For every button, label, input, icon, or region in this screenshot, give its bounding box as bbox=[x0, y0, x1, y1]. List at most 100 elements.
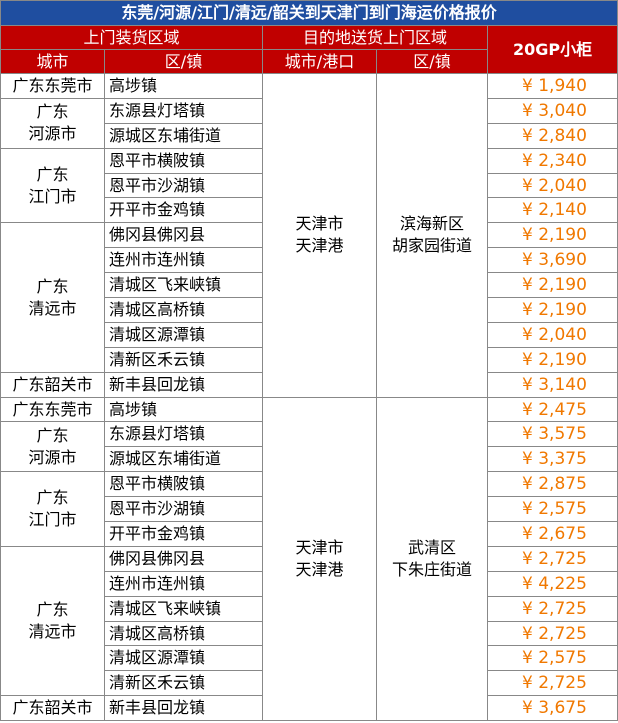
price-cell: ¥ 2,340 bbox=[486, 147, 618, 174]
city-cell: 广东 河源市 bbox=[0, 421, 105, 473]
district-cell: 清城区飞来峡镇 bbox=[104, 595, 263, 622]
price-cell: ¥ 2,675 bbox=[486, 521, 618, 547]
dest-district-line: 武清区 bbox=[407, 537, 456, 557]
dest-city-line: 天津港 bbox=[295, 236, 344, 256]
price-cell: ¥ 2,725 bbox=[486, 595, 618, 622]
price-cell: ¥ 2,475 bbox=[486, 396, 618, 423]
city-line: 江门市 bbox=[28, 186, 77, 206]
district-cell: 清新区禾云镇 bbox=[104, 670, 263, 697]
district-cell: 源城区东埔街道 bbox=[104, 446, 263, 473]
district-cell: 恩平市沙湖镇 bbox=[104, 496, 263, 523]
price-header: 20GP小柜 bbox=[486, 25, 618, 74]
district-cell: 恩平市横陂镇 bbox=[104, 147, 263, 174]
table-row: 广东 清远市 佛冈县佛冈县 ¥ 2,190 bbox=[0, 222, 618, 373]
table-row: 清新区禾云镇 ¥ 2,725 bbox=[1, 670, 618, 697]
district-cell: 开平市金鸡镇 bbox=[104, 197, 263, 224]
district-cell: 清城区高桥镇 bbox=[104, 297, 263, 323]
table-row: 恩平市沙湖镇 ¥ 2,575 bbox=[1, 496, 618, 523]
table-row: 清城区高桥镇 ¥ 2,190 bbox=[1, 297, 618, 323]
district-cell: 恩平市横陂镇 bbox=[104, 471, 263, 498]
price-cell: ¥ 2,040 bbox=[486, 172, 618, 199]
city-cell: 广东 清远市 bbox=[0, 545, 105, 697]
district-header: 区/镇 bbox=[104, 49, 263, 74]
dest-district-line: 滨海新区 bbox=[399, 214, 464, 234]
district-cell: 新丰县回龙镇 bbox=[104, 371, 263, 398]
price-cell: ¥ 1,940 bbox=[486, 73, 618, 99]
price-cell: ¥ 3,140 bbox=[486, 371, 618, 398]
city-line: 广东东莞市 bbox=[12, 75, 93, 95]
district-cell: 恩平市沙湖镇 bbox=[104, 172, 263, 199]
price-cell: ¥ 3,575 bbox=[486, 421, 618, 448]
price-cell: ¥ 2,140 bbox=[486, 197, 618, 224]
table-row: 广东东莞市 高埗镇 天津市 天津港 滨海新区 胡家园街道 ¥ 1,940 bbox=[0, 73, 618, 398]
district-cell: 东源县灯塔镇 bbox=[104, 97, 263, 124]
city-line: 广东 bbox=[36, 276, 69, 296]
table-row: 清城区飞来峡镇 ¥ 2,190 bbox=[1, 272, 618, 299]
dest-district-cell: 武清区 下朱庄街道 bbox=[376, 396, 488, 722]
city-line: 广东 bbox=[36, 425, 69, 445]
dest-city-line: 天津市 bbox=[295, 537, 344, 557]
district-cell: 连州市连州镇 bbox=[104, 570, 263, 597]
price-cell: ¥ 2,190 bbox=[486, 346, 618, 373]
price-cell: ¥ 2,725 bbox=[486, 545, 618, 572]
table-row: 连州市连州镇 ¥ 3,690 bbox=[1, 247, 618, 274]
price-cell: ¥ 2,725 bbox=[486, 670, 618, 697]
table-row: 源城区东埔街道 ¥ 2,840 bbox=[1, 122, 618, 149]
table-row: 开平市金鸡镇 ¥ 2,675 bbox=[1, 521, 618, 547]
title: 东莞/河源/江门/清远/韶关到天津门到门海运价格报价 bbox=[0, 0, 618, 26]
city-cell: 广东 江门市 bbox=[0, 471, 105, 547]
district-cell: 高埗镇 bbox=[104, 396, 263, 423]
dest-city-cell: 天津市 天津港 bbox=[262, 73, 377, 398]
price-cell: ¥ 2,190 bbox=[486, 297, 618, 323]
city-cell: 广东东莞市 bbox=[0, 396, 105, 423]
table-row: 清新区禾云镇 ¥ 2,190 bbox=[1, 346, 618, 373]
city-line: 广东 bbox=[36, 102, 69, 122]
city-cell: 广东韶关市 bbox=[0, 695, 105, 722]
dest-city-line: 天津市 bbox=[295, 214, 344, 234]
city-line: 清远市 bbox=[28, 622, 77, 642]
price-cell: ¥ 3,040 bbox=[486, 97, 618, 124]
city-cell: 广东 河源市 bbox=[0, 97, 105, 149]
price-cell: ¥ 3,375 bbox=[486, 446, 618, 473]
district-cell: 清城区飞来峡镇 bbox=[104, 272, 263, 299]
price-cell: ¥ 2,190 bbox=[486, 222, 618, 249]
city-line: 江门市 bbox=[28, 510, 77, 530]
dest-city-cell: 天津市 天津港 bbox=[262, 396, 377, 722]
city-line: 清远市 bbox=[28, 298, 77, 318]
city-line: 河源市 bbox=[28, 447, 77, 467]
dest-district-line: 胡家园街道 bbox=[391, 236, 472, 256]
price-cell: ¥ 2,875 bbox=[486, 471, 618, 498]
table-row: 广东东莞市 高埗镇 天津市 天津港 武清区 下朱庄街道 ¥ 2,475 bbox=[0, 396, 618, 722]
delivery-header: 目的地送货上门区域 bbox=[262, 25, 488, 50]
table-row: 广东韶关市 新丰县回龙镇 ¥ 3,675 bbox=[0, 695, 618, 722]
city-line: 广东韶关市 bbox=[12, 698, 93, 718]
price-cell: ¥ 2,725 bbox=[486, 620, 618, 647]
price-cell: ¥ 3,675 bbox=[486, 695, 618, 722]
price-cell: ¥ 3,690 bbox=[486, 247, 618, 274]
district-cell: 开平市金鸡镇 bbox=[104, 521, 263, 547]
price-cell: ¥ 2,190 bbox=[486, 272, 618, 299]
price-cell: ¥ 2,040 bbox=[486, 321, 618, 348]
city-header: 城市 bbox=[0, 49, 105, 74]
dest-city-header: 城市/港口 bbox=[262, 49, 377, 74]
price-cell: ¥ 2,575 bbox=[486, 645, 618, 672]
table-row: 连州市连州镇 ¥ 4,225 bbox=[1, 570, 618, 597]
district-cell: 清城区高桥镇 bbox=[104, 620, 263, 647]
city-line: 河源市 bbox=[28, 124, 77, 144]
city-cell: 广东韶关市 bbox=[0, 371, 105, 398]
price-cell: ¥ 4,225 bbox=[486, 570, 618, 597]
dest-city-line: 天津港 bbox=[295, 559, 344, 579]
table-row: 广东 清远市 佛冈县佛冈县 ¥ 2,725 bbox=[0, 545, 618, 697]
city-line: 广东 bbox=[36, 164, 69, 184]
district-cell: 高埗镇 bbox=[104, 73, 263, 99]
price-cell: ¥ 2,575 bbox=[486, 496, 618, 523]
pickup-header: 上门装货区域 bbox=[0, 25, 263, 50]
city-line: 广东东莞市 bbox=[12, 399, 93, 419]
dest-district-line: 下朱庄街道 bbox=[391, 559, 472, 579]
city-line: 广东韶关市 bbox=[12, 374, 93, 394]
city-cell: 广东 清远市 bbox=[0, 222, 105, 373]
district-cell: 清城区源潭镇 bbox=[104, 645, 263, 672]
dest-district-cell: 滨海新区 胡家园街道 bbox=[376, 73, 488, 398]
table-row: 广东韶关市 新丰县回龙镇 ¥ 3,140 bbox=[0, 371, 618, 398]
